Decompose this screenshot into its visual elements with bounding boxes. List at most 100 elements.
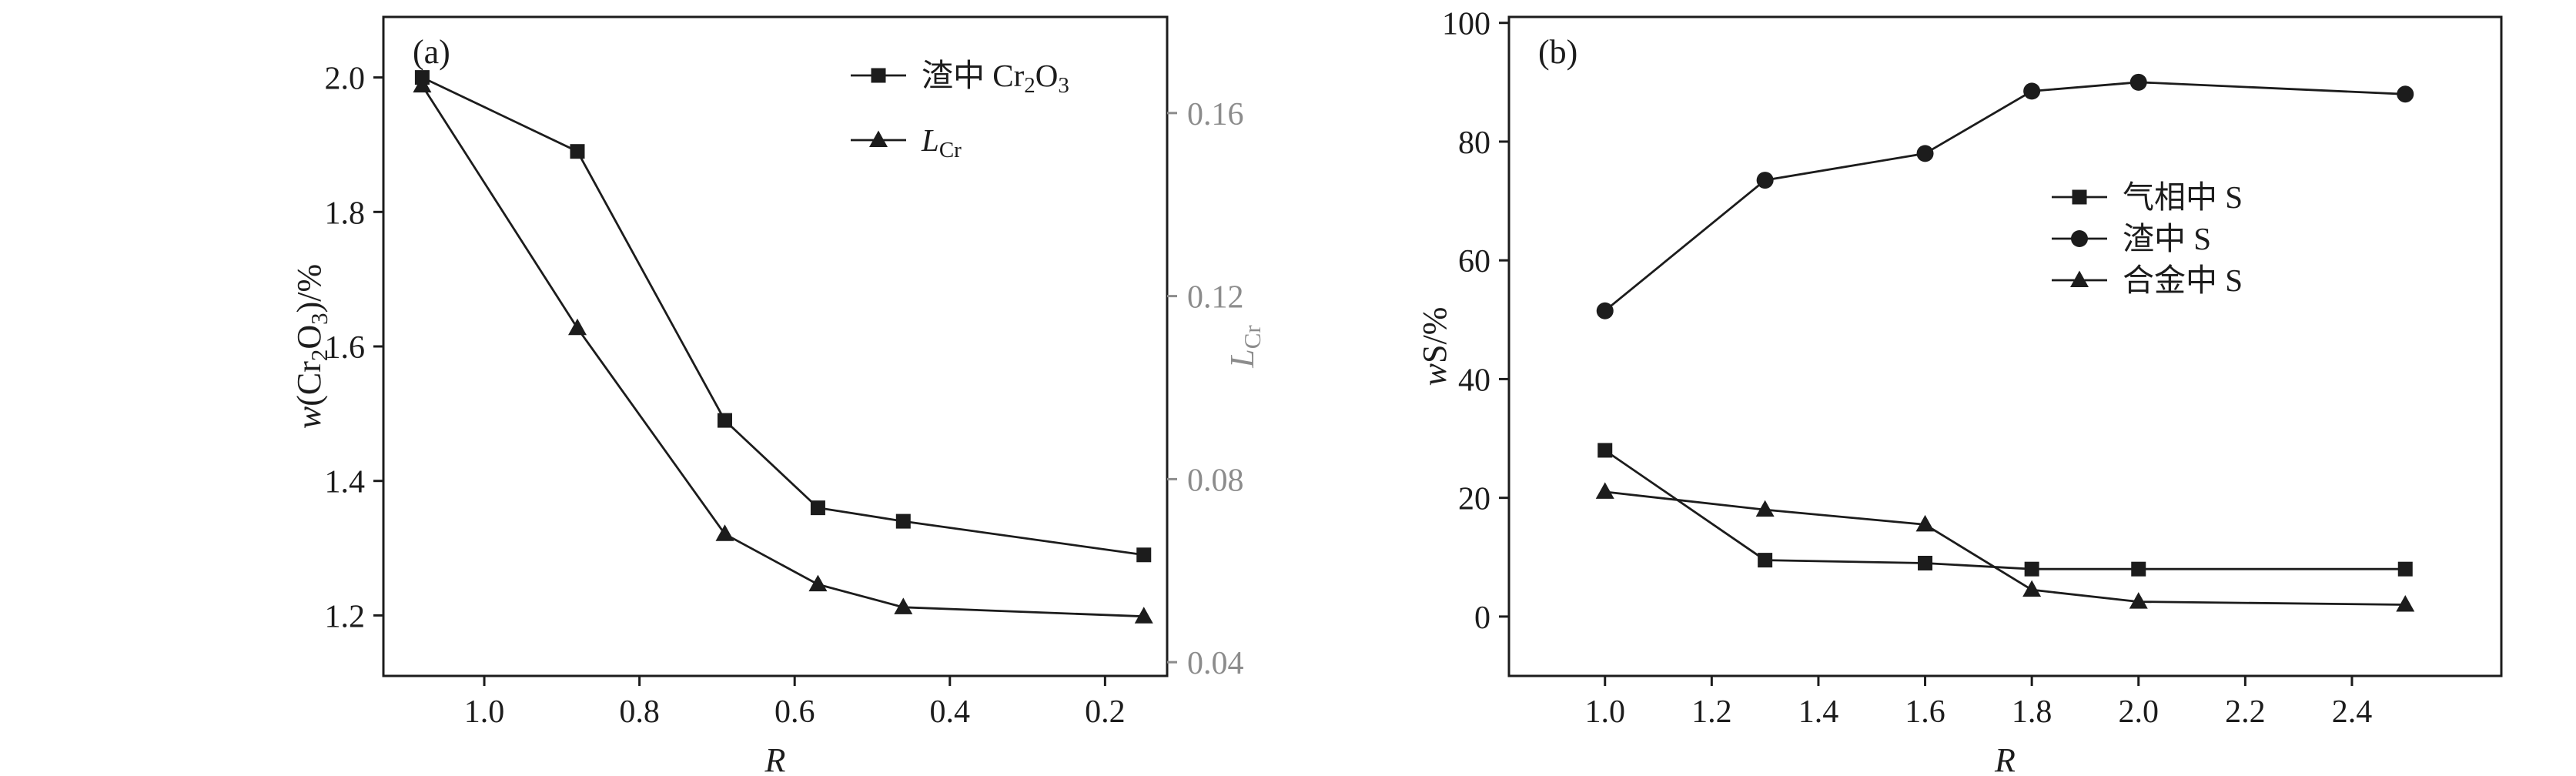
x-axis-title: R — [764, 741, 786, 776]
legend-item: 渣中 S — [2052, 221, 2211, 256]
data-point-circle-icon — [1596, 302, 1614, 319]
y-right-tick-label: 0.08 — [1187, 463, 1244, 498]
x-tick-label: 1.2 — [1691, 694, 1732, 730]
y-axis-right: 0.04 0.08 0.12 0.16 LCr — [1167, 97, 1266, 681]
y-right-tick-label: 0.04 — [1187, 646, 1244, 681]
y-tick-label: 1.2 — [325, 599, 366, 634]
series-line — [1604, 490, 2406, 606]
data-point-square-icon — [570, 144, 585, 159]
y-axis-title: w(Cr2O3)/% — [290, 264, 333, 429]
y-tick-label: 0 — [1474, 600, 1490, 636]
data-point-circle-icon — [1916, 145, 1934, 162]
data-point-triangle-icon — [1595, 482, 1614, 499]
chart-panel-a: 1.0 0.8 0.6 0.4 0.2 R 1.2 1.4 1.6 1.8 2.0 w(Cr2O3)/… — [290, 15, 1266, 776]
y-right-tick-label: 0.16 — [1187, 97, 1244, 132]
x-axis: 1.0 0.8 0.6 0.4 0.2 R — [464, 676, 1126, 776]
data-point-square-icon — [2397, 561, 2413, 577]
data-point-triangle-icon — [894, 597, 913, 614]
y-tick-label: 60 — [1458, 244, 1490, 279]
legend-item: LCr — [851, 122, 962, 162]
data-point-triangle-icon — [808, 574, 828, 592]
data-point-square-icon — [1918, 555, 1933, 570]
legend-square-icon — [2072, 189, 2087, 205]
data-point-triangle-icon — [2396, 594, 2415, 612]
x-axis: 1.0 1.2 1.4 1.6 1.8 2.0 2.2 2.4 R — [1584, 676, 2372, 776]
data-point-triangle-icon — [1915, 514, 1935, 532]
y-tick-label: 1.6 — [325, 330, 366, 366]
legend-triangle-icon — [2070, 270, 2089, 287]
data-point-square-icon — [2024, 561, 2039, 577]
data-point-square-icon — [810, 500, 825, 516]
y-tick-label: 2.0 — [325, 62, 366, 97]
x-tick-label: 0.2 — [1085, 694, 1126, 730]
data-point-circle-icon — [1756, 172, 1774, 189]
legend-item: 渣中 Cr2O3 — [851, 58, 1069, 98]
data-point-triangle-icon — [567, 318, 587, 336]
series-line — [421, 76, 1144, 557]
data-point-square-icon — [1136, 547, 1152, 563]
series-line — [1604, 81, 2406, 312]
legend-label: 气相中 S — [2123, 179, 2243, 215]
x-tick-label: 2.4 — [2332, 694, 2373, 730]
panel-label: (b) — [1538, 33, 1577, 71]
y-axis-left: 0 20 40 60 80 100 wS/% — [1416, 7, 1509, 636]
data-point-square-icon — [2131, 561, 2146, 577]
x-tick-label: 1.6 — [1905, 694, 1945, 730]
data-point-circle-icon — [2129, 73, 2147, 91]
legend: 气相中 S 渣中 S 合金中 S — [2052, 179, 2243, 298]
x-tick-label: 1.8 — [2012, 694, 2052, 730]
x-tick-label: 0.6 — [774, 694, 815, 730]
y-tick-label: 1.4 — [325, 465, 366, 500]
legend-circle-icon — [2071, 230, 2088, 247]
panel-label: (a) — [413, 33, 450, 71]
x-axis-title: R — [1994, 741, 2016, 776]
series-0-square — [414, 70, 1152, 563]
x-tick-label: 1.0 — [1584, 694, 1625, 730]
legend-label: LCr — [921, 122, 962, 162]
y-right-axis-title: LCr — [1223, 325, 1266, 369]
data-point-circle-icon — [2397, 85, 2414, 103]
x-tick-label: 1.0 — [464, 694, 505, 730]
legend-square-icon — [871, 68, 886, 83]
x-tick-label: 0.4 — [930, 694, 971, 730]
series-line — [421, 85, 1144, 618]
y-tick-label: 80 — [1458, 125, 1490, 161]
series-0-square — [1597, 443, 2413, 577]
data-point-square-icon — [1758, 553, 1773, 568]
legend-item: 合金中 S — [2052, 263, 2243, 298]
data-point-square-icon — [895, 513, 911, 529]
y-tick-label: 40 — [1458, 363, 1490, 398]
legend-label: 合金中 S — [2123, 263, 2243, 298]
x-tick-label: 0.8 — [619, 694, 660, 730]
series-2-triangle — [1595, 482, 2415, 612]
x-tick-label: 2.0 — [2119, 694, 2159, 730]
y-tick-label: 1.8 — [325, 196, 366, 231]
legend-item: 气相中 S — [2052, 179, 2243, 215]
y-tick-label: 20 — [1458, 482, 1490, 517]
legend-label: 渣中 Cr2O3 — [922, 58, 1069, 98]
y-tick-label: 100 — [1442, 7, 1490, 42]
plot-frame — [1507, 15, 2503, 677]
x-tick-label: 1.4 — [1798, 694, 1839, 730]
data-point-triangle-icon — [2129, 592, 2148, 609]
data-point-triangle-icon — [1755, 500, 1775, 517]
legend-label: 渣中 S — [2123, 221, 2211, 256]
data-point-triangle-icon — [413, 75, 432, 93]
y-right-tick-label: 0.12 — [1187, 280, 1244, 316]
y-axis-title: wS/% — [1416, 307, 1454, 386]
data-point-square-icon — [1597, 443, 1613, 458]
series-line — [1604, 449, 2406, 570]
data-point-circle-icon — [2023, 82, 2041, 100]
data-point-square-icon — [717, 413, 732, 428]
series-1-circle — [1596, 73, 2414, 319]
chart-panel-b: 1.0 1.2 1.4 1.6 1.8 2.0 2.2 2.4 R 0 20 40 60 80 100 wS/… — [1416, 7, 2503, 776]
legend-triangle-icon — [869, 130, 888, 147]
data-point-triangle-icon — [1134, 607, 1153, 624]
x-tick-label: 2.2 — [2225, 694, 2266, 730]
series-1-triangle — [413, 75, 1153, 624]
y-axis-left: 1.2 1.4 1.6 1.8 2.0 w(Cr2O3)/% — [290, 62, 383, 634]
data-point-triangle-icon — [2022, 580, 2042, 597]
legend: 渣中 Cr2O3 LCr — [851, 58, 1069, 162]
